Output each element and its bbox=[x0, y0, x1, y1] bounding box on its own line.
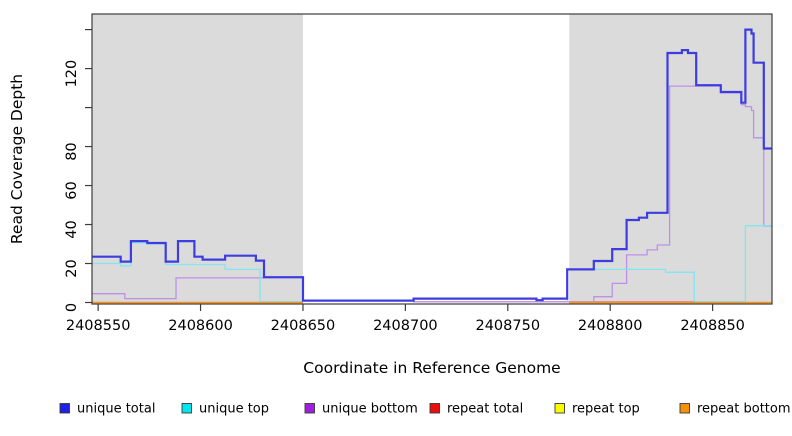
x-tick-label: 2408750 bbox=[475, 318, 540, 334]
legend-item-unique-bottom: unique bottom bbox=[304, 402, 418, 417]
y-tick-label: 120 bbox=[64, 60, 80, 88]
shaded-region bbox=[569, 14, 772, 304]
legend-swatch bbox=[679, 403, 690, 414]
legend-swatch bbox=[429, 403, 440, 414]
series-unique-top bbox=[566, 225, 772, 303]
legend-swatch bbox=[554, 403, 565, 414]
legend-item-repeat-bottom: repeat bottom bbox=[679, 402, 791, 417]
legend-label: unique top bbox=[199, 402, 269, 417]
series-unique-total bbox=[92, 28, 772, 302]
x-tick-label: 2408650 bbox=[271, 318, 336, 334]
y-tick-label: 60 bbox=[64, 181, 80, 199]
x-tick-label: 2408800 bbox=[578, 318, 643, 334]
x-tick-label: 2408700 bbox=[373, 318, 438, 334]
legend-label: repeat top bbox=[572, 402, 640, 417]
legend-label: unique bottom bbox=[322, 402, 418, 417]
y-axis-title: Read Coverage Depth bbox=[8, 74, 26, 244]
y-tick-label: 40 bbox=[64, 220, 80, 238]
legend-swatch bbox=[304, 403, 315, 414]
x-tick-label: 2408550 bbox=[66, 318, 131, 334]
x-tick-label: 2408600 bbox=[168, 318, 233, 334]
legend-swatch bbox=[59, 403, 70, 414]
y-tick-label: 0 bbox=[64, 303, 80, 312]
legend-item-unique-total: unique total bbox=[59, 402, 155, 417]
plot-border bbox=[91, 13, 773, 305]
legend-label: repeat total bbox=[447, 402, 523, 417]
legend-swatch bbox=[181, 403, 192, 414]
x-axis-title: Coordinate in Reference Genome bbox=[303, 359, 560, 377]
legend-item-repeat-total: repeat total bbox=[429, 402, 523, 417]
x-tick-label: 2408850 bbox=[680, 318, 745, 334]
y-tick-label: 20 bbox=[64, 259, 80, 277]
legend-label: unique total bbox=[77, 402, 155, 417]
legend-item-repeat-top: repeat top bbox=[554, 402, 640, 417]
legend-item-unique-top: unique top bbox=[181, 402, 269, 417]
y-tick-label: 80 bbox=[64, 142, 80, 160]
legend-label: repeat bottom bbox=[697, 402, 791, 417]
